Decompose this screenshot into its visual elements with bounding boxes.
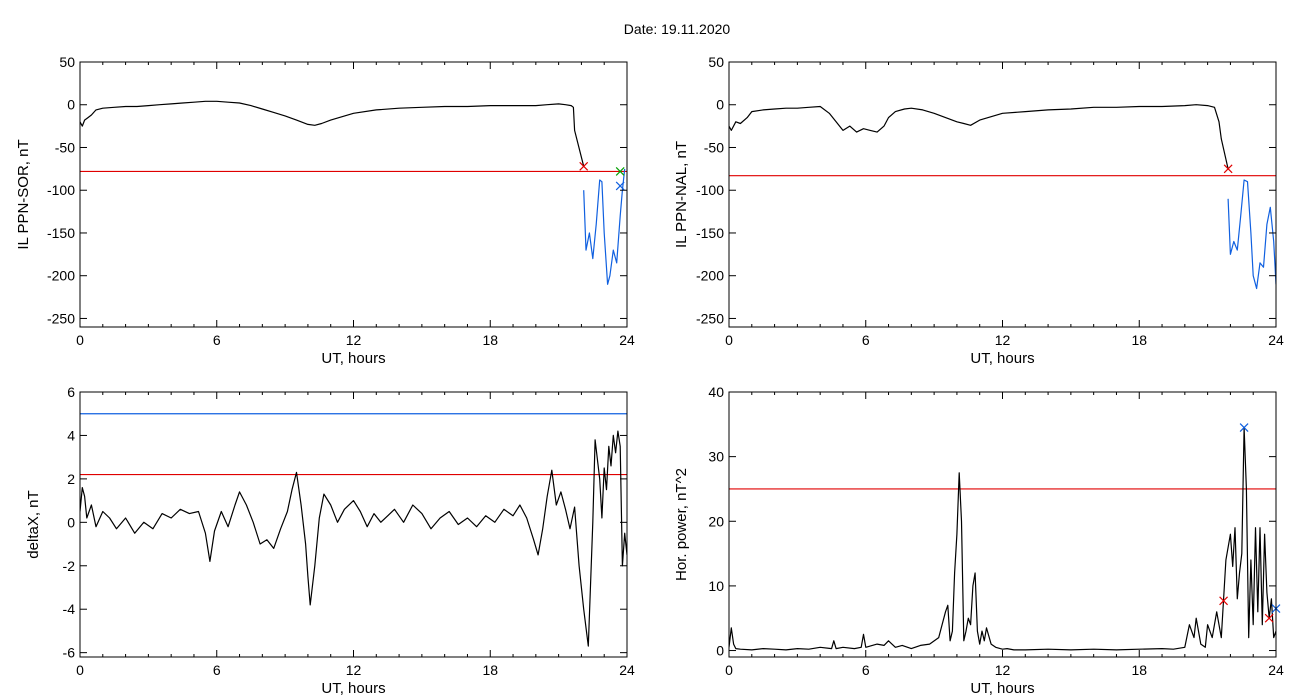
data-marker <box>1219 596 1229 606</box>
x-tick-label: 0 <box>76 332 84 348</box>
plot-frame <box>728 391 1277 658</box>
y-tick-label: 50 <box>59 54 75 70</box>
chart-panel-p2: 0 6 12 18 24 50 0 -50 -100 -150 -200 -250 UT, hours I… <box>673 54 1284 367</box>
y-tick-label: -100 <box>696 182 724 198</box>
x-tick-label: 18 <box>1131 662 1147 678</box>
plot-frame <box>79 61 628 328</box>
x-tick-label: 6 <box>862 662 870 678</box>
x-tick-label: 12 <box>346 662 362 678</box>
figure-title: Date: 19.11.2020 <box>624 21 731 37</box>
x-tick-label: 0 <box>725 662 733 678</box>
data-marker <box>615 181 625 191</box>
y-axis-label: deltaX, nT <box>25 490 42 558</box>
data-marker <box>579 161 589 171</box>
y-tick-label: -250 <box>47 310 75 326</box>
x-axis-label: UT, hours <box>321 680 385 697</box>
data-marker <box>615 166 625 176</box>
x-tick-label: 0 <box>76 662 84 678</box>
y-tick-label: 50 <box>708 54 724 70</box>
y-tick-label: 2 <box>67 471 75 487</box>
y-tick-label: -50 <box>704 139 724 155</box>
y-tick-label: 40 <box>708 384 724 400</box>
y-axis-label: Hor. power, nT^2 <box>673 468 690 581</box>
x-tick-label: 24 <box>619 662 635 678</box>
data-marker <box>1264 613 1274 623</box>
x-tick-label: 0 <box>725 332 733 348</box>
y-tick-label: -50 <box>55 139 75 155</box>
y-tick-label: -4 <box>63 601 76 617</box>
y-tick-label: -2 <box>63 558 76 574</box>
x-tick-label: 12 <box>995 332 1011 348</box>
y-tick-label: 0 <box>716 643 724 659</box>
series-line <box>80 430 627 647</box>
x-axis-label: UT, hours <box>970 680 1034 697</box>
y-tick-label: -100 <box>47 182 75 198</box>
series-line <box>80 100 585 167</box>
series-line <box>1227 179 1276 290</box>
y-tick-label: -150 <box>696 225 724 241</box>
chart-panel-p1: 0 6 12 18 24 50 0 -50 -100 -150 -200 -250 UT, hours I… <box>15 54 635 367</box>
x-tick-label: 12 <box>995 662 1011 678</box>
plot-frame <box>79 391 628 658</box>
x-tick-label: 6 <box>213 662 221 678</box>
data-marker <box>1239 423 1249 432</box>
y-tick-label: 0 <box>67 514 75 530</box>
series-line <box>729 426 1276 651</box>
y-tick-label: 0 <box>67 97 75 113</box>
x-tick-label: 18 <box>1131 332 1147 348</box>
x-tick-label: 12 <box>346 332 362 348</box>
y-axis-label: IL PPN-NAL, nT <box>673 141 690 248</box>
y-tick-label: 6 <box>67 384 75 400</box>
y-tick-label: -200 <box>47 268 75 284</box>
x-tick-label: 18 <box>482 662 498 678</box>
series-line <box>583 168 626 285</box>
series-line <box>729 104 1229 170</box>
data-marker <box>1223 164 1233 174</box>
x-tick-label: 18 <box>482 332 498 348</box>
chart-panel-p3: 0 6 12 18 24 6 4 2 0 -2 -4 -6 UT, hours deltaX, nT <box>25 384 635 697</box>
plot-frame <box>728 61 1277 328</box>
x-tick-label: 24 <box>619 332 635 348</box>
y-tick-label: -200 <box>696 268 724 284</box>
x-tick-label: 6 <box>862 332 870 348</box>
chart-panel-p4: 0 6 12 18 24 40 30 20 10 0 UT, hours Hor. power, nT… <box>673 384 1284 697</box>
x-axis-label: UT, hours <box>970 350 1034 367</box>
y-tick-label: 10 <box>708 578 724 594</box>
y-tick-label: -150 <box>47 225 75 241</box>
x-tick-label: 24 <box>1268 332 1284 348</box>
x-axis-label: UT, hours <box>321 350 385 367</box>
y-tick-label: 20 <box>708 513 724 529</box>
x-tick-label: 24 <box>1268 662 1284 678</box>
y-axis-label: IL PPN-SOR, nT <box>15 139 32 249</box>
x-tick-label: 6 <box>213 332 221 348</box>
y-tick-label: 30 <box>708 449 724 465</box>
y-tick-label: -6 <box>63 645 76 661</box>
y-tick-label: 4 <box>67 427 75 443</box>
y-tick-label: 0 <box>716 97 724 113</box>
y-tick-label: -250 <box>696 310 724 326</box>
